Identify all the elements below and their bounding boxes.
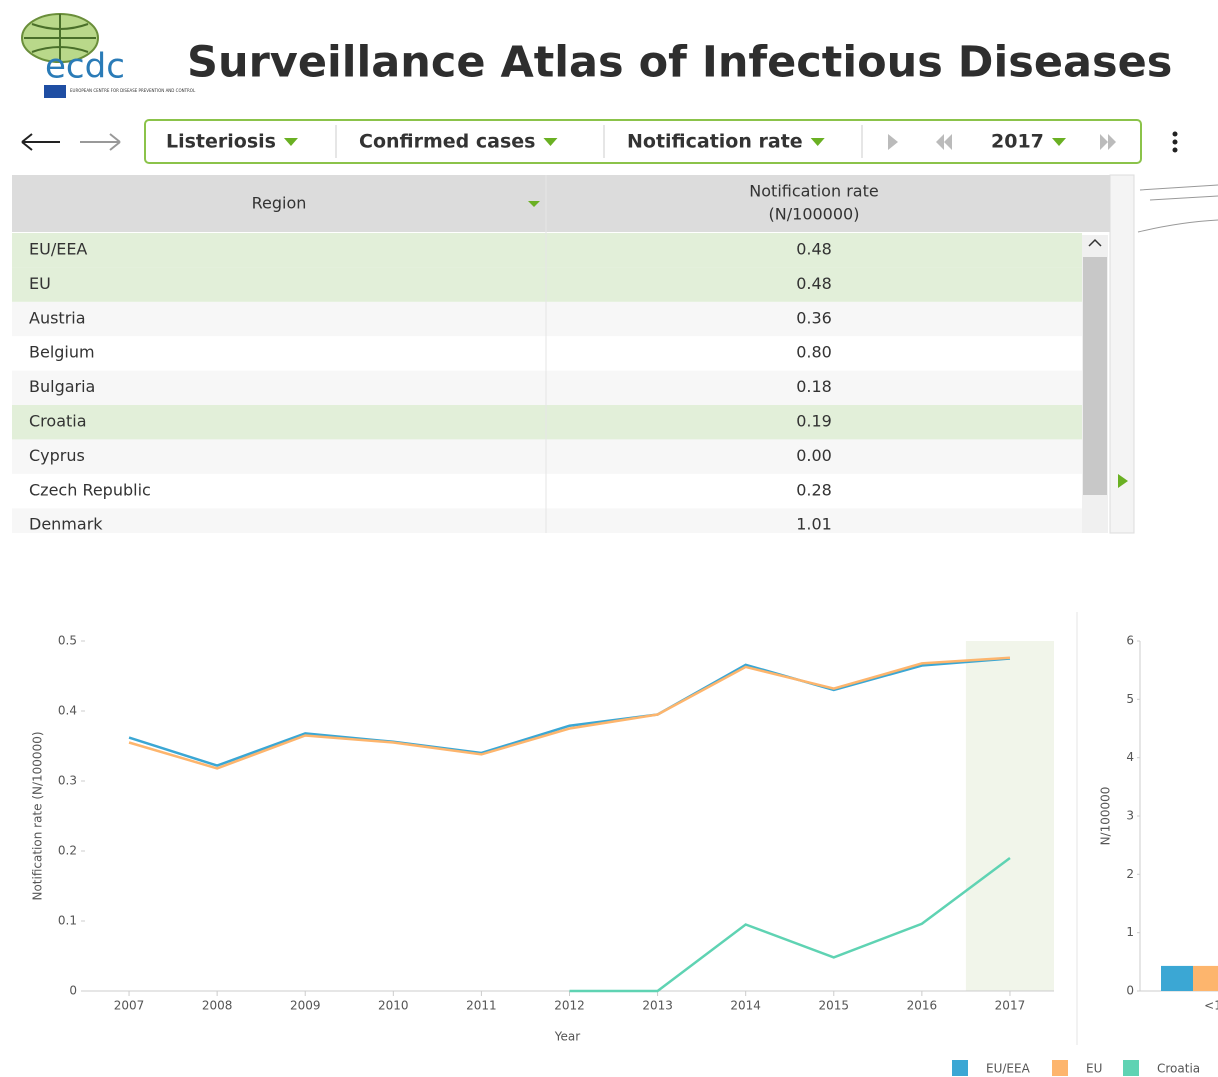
bar [1193, 965, 1218, 991]
region-cell: Czech Republic [29, 480, 151, 499]
x-tick-label: 2015 [818, 999, 849, 1013]
y-tick-label: 0 [1126, 984, 1134, 998]
dropdown-arrow [543, 138, 558, 146]
x-tick-label: 2010 [378, 999, 409, 1013]
y-tick-label: 0.1 [58, 914, 77, 928]
filter-dropdown[interactable]: Listeriosis [166, 131, 276, 153]
rate-cell: 0.28 [796, 480, 832, 499]
table-row[interactable] [12, 439, 1082, 474]
legend-label: EU [1086, 1062, 1102, 1076]
rate-cell: 0.00 [796, 446, 832, 465]
region-cell: Croatia [29, 412, 87, 431]
x-tick-label: <1 [1204, 999, 1218, 1013]
x-tick-label: 2008 [202, 999, 233, 1013]
play-button[interactable] [888, 134, 898, 150]
x-tick-label: 2014 [730, 999, 761, 1013]
sort-dropdown[interactable] [528, 201, 540, 207]
column-header: (N/100000) [769, 205, 860, 224]
map-expand-button[interactable] [1118, 474, 1128, 488]
rate-cell: 0.36 [796, 308, 832, 327]
rate-cell: 0.48 [796, 274, 832, 293]
x-tick-label: 2007 [114, 999, 145, 1013]
dropdown-arrow [1052, 138, 1066, 146]
rate-cell: 1.01 [796, 515, 832, 534]
scrollbar-thumb[interactable] [1083, 257, 1107, 495]
y-tick-label: 5 [1126, 692, 1134, 706]
y-tick-label: 0.5 [58, 634, 77, 648]
y-tick-label: 0.3 [58, 774, 77, 788]
filter-dropdown[interactable]: Confirmed cases [359, 131, 535, 153]
highlight-band [965, 641, 1054, 991]
series-line [128, 656, 1011, 770]
toolbar [144, 119, 1142, 164]
legend-label: EU/EEA [986, 1062, 1031, 1076]
table-row[interactable] [12, 267, 1082, 302]
x-tick-label: 2012 [554, 999, 585, 1013]
forward-button[interactable] [80, 133, 121, 151]
table-row[interactable] [12, 301, 1082, 337]
region-cell: EU [29, 274, 51, 293]
dropdown-arrow [283, 138, 298, 146]
series-line [569, 856, 1011, 993]
x-tick-label: 2013 [642, 999, 673, 1013]
table-row[interactable] [12, 370, 1082, 405]
table-row[interactable] [12, 405, 1082, 440]
dropdown-arrow [810, 138, 825, 146]
page-title: Surveillance Atlas of Infectious Disease… [187, 38, 1172, 88]
region-cell: Belgium [29, 343, 95, 362]
y-axis-label: Notification rate (N/100000) [31, 731, 45, 900]
fast-forward-button[interactable] [1100, 134, 1116, 150]
y-tick-label: 6 [1126, 634, 1134, 648]
y-tick-label: 1 [1126, 925, 1134, 939]
y-tick-label: 3 [1126, 809, 1134, 823]
table-row[interactable] [12, 336, 1082, 371]
legend-label: Croatia [1157, 1062, 1200, 1076]
y-axis-label: N/100000 [1099, 787, 1113, 846]
legend-item[interactable]: Croatia [1123, 1060, 1200, 1076]
x-tick-label: 2011 [466, 999, 497, 1013]
year-dropdown[interactable]: 2017 [991, 131, 1044, 153]
table-row[interactable] [12, 233, 1082, 268]
legend-swatch [1123, 1060, 1139, 1076]
rate-cell: 0.19 [796, 412, 832, 431]
map-fragment [1137, 184, 1218, 233]
logo[interactable]: ecdc EUROPEAN CENTRE FOR DISEASE PREVENT… [21, 13, 196, 98]
region-cell: Denmark [29, 515, 103, 534]
rewind-button[interactable] [936, 134, 952, 150]
x-tick-label: 2016 [907, 999, 938, 1013]
legend-item[interactable]: EU [1052, 1060, 1102, 1076]
y-tick-label: 0.2 [58, 844, 77, 858]
x-tick-label: 2009 [290, 999, 321, 1013]
logo-text: ecdc [45, 47, 125, 87]
table: Region Notification rate (N/100000) EU/EEA 0… [12, 175, 1110, 542]
region-cell: EU/EEA [29, 240, 87, 259]
y-tick-label: 0.4 [58, 704, 77, 718]
table-row[interactable] [12, 508, 1082, 542]
legend-swatch [1052, 1060, 1068, 1076]
y-tick-label: 4 [1126, 750, 1134, 764]
rate-cell: 0.48 [796, 240, 832, 259]
column-header: Notification rate [749, 182, 878, 201]
legend-swatch [952, 1060, 968, 1076]
filter-dropdown[interactable]: Notification rate [627, 131, 803, 153]
region-cell: Austria [29, 308, 86, 327]
legend-item[interactable]: EU/EEA [952, 1060, 1031, 1076]
map-toggle-panel [1109, 174, 1135, 534]
rate-cell: 0.18 [796, 377, 832, 396]
region-cell: Bulgaria [29, 377, 95, 396]
x-axis-label: Year [554, 1030, 580, 1044]
x-tick-label: 2017 [995, 999, 1026, 1013]
bar [1161, 965, 1193, 991]
y-tick-label: 0 [69, 984, 77, 998]
rate-cell: 0.80 [796, 343, 832, 362]
logo-subtitle: EUROPEAN CENTRE FOR DISEASE PREVENTION A… [70, 88, 196, 93]
column-header: Region [252, 194, 307, 213]
table-row[interactable] [12, 473, 1082, 509]
series-line [128, 657, 1011, 767]
region-cell: Cyprus [29, 446, 85, 465]
back-button[interactable] [21, 133, 60, 151]
y-tick-label: 2 [1126, 867, 1134, 881]
menu-button[interactable] [1172, 131, 1178, 153]
